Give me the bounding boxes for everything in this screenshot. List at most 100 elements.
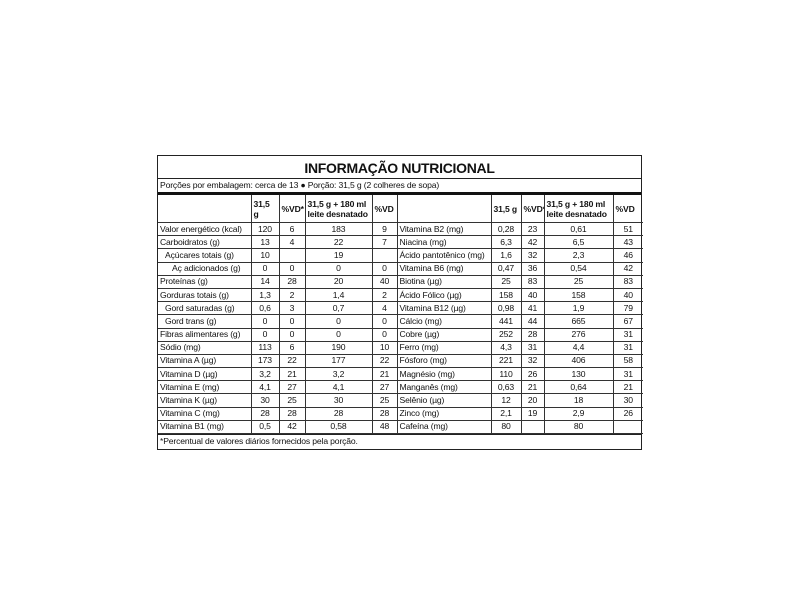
nutrient-value: 2,1 xyxy=(490,406,522,421)
nutrient-value: 9 xyxy=(371,221,398,237)
nutrient-value: 0 xyxy=(371,261,398,276)
nutrient-value: 0 xyxy=(278,314,306,329)
nutrient-value: 0,61 xyxy=(543,221,614,237)
nutrient-value: 23 xyxy=(520,221,545,237)
nutrient-value: 2,3 xyxy=(543,248,614,263)
nutrient-name: Valor energético (kcal) xyxy=(158,221,252,237)
nutrient-value: 42 xyxy=(612,261,643,276)
nutrient-value: 58 xyxy=(612,353,643,369)
nutrient-value: 0 xyxy=(278,261,306,276)
nutrient-value: 10 xyxy=(250,248,280,263)
nutrient-value: 0 xyxy=(304,314,373,329)
nutrient-value: 6,3 xyxy=(490,235,522,250)
nutrient-value: 158 xyxy=(543,287,614,303)
nutrient-value: 22 xyxy=(371,353,398,369)
nutrient-value: 25 xyxy=(371,393,398,408)
nutrient-value: 0 xyxy=(278,327,306,342)
nutrient-value: 30 xyxy=(612,393,643,408)
nutrition-table: 31,5 g %VD* 31,5 g + 180 ml leite desnatad… xyxy=(158,195,643,435)
column-header: 31,5 g xyxy=(490,195,522,223)
nutrient-value: 28 xyxy=(371,406,398,421)
column-header: %VD xyxy=(612,195,643,223)
nutrient-value: 32 xyxy=(520,353,545,369)
nutrient-value: 0,6 xyxy=(250,301,280,316)
nutrient-value: 7 xyxy=(371,235,398,250)
nutrient-value: 221 xyxy=(490,353,522,369)
nutrient-value: 3,2 xyxy=(250,367,280,382)
nutrient-row: Vitamina A (µg) 173 22 177 22 Fósforo (mg) 221… xyxy=(158,353,643,369)
nutrient-row: Gord trans (g) 0 0 0 0 Cálcio (mg) 441 44 665 67 xyxy=(158,314,643,329)
nutrition-panel: INFORMAÇÃO NUTRICIONAL Porções por embal… xyxy=(157,155,643,450)
nutrient-row: Vitamina E (mg) 4,1 27 4,1 27 Manganês (mg) 0,… xyxy=(158,380,643,395)
nutrient-value: 31 xyxy=(612,340,643,355)
nutrient-value: 0,7 xyxy=(304,301,373,316)
nutrient-value: 6,5 xyxy=(543,235,614,250)
nutrient-value: 67 xyxy=(612,314,643,329)
header-blank xyxy=(158,195,252,223)
nutrient-value: 13 xyxy=(250,235,280,250)
nutrient-value: 252 xyxy=(490,327,522,342)
nutrient-value: 41 xyxy=(520,301,545,316)
table-body: 31,5 g %VD* 31,5 g + 180 ml leite desnatad… xyxy=(158,195,643,435)
nutrient-value: 28 xyxy=(304,406,373,421)
nutrient-value: 0,54 xyxy=(543,261,614,276)
nutrient-value: 110 xyxy=(490,367,522,382)
nutrient-value: 83 xyxy=(520,274,545,289)
nutrient-name: Gord trans (g) xyxy=(158,314,252,329)
nutrient-value: 42 xyxy=(278,419,306,435)
nutrient-value: 20 xyxy=(520,393,545,408)
column-header: 31,5 g + 180 ml leite desnatado xyxy=(304,195,373,223)
nutrient-name: Cafeína (mg) xyxy=(396,419,492,435)
nutrient-name: Ácido Fólico (µg) xyxy=(396,287,492,303)
nutrient-value: 1,3 xyxy=(250,287,280,303)
nutrient-value: 51 xyxy=(612,221,643,237)
nutrient-value: 3,2 xyxy=(304,367,373,382)
nutrient-name: Cálcio (mg) xyxy=(396,314,492,329)
nutrient-value: 2 xyxy=(371,287,398,303)
nutrient-value: 31 xyxy=(520,340,545,355)
nutrient-value: 0,58 xyxy=(304,419,373,435)
nutrient-name: Gord saturadas (g) xyxy=(158,301,252,316)
nutrient-value: 40 xyxy=(520,287,545,303)
nutrient-value xyxy=(278,248,306,263)
nutrient-value: 6 xyxy=(278,221,306,237)
nutrient-name: Magnésio (mg) xyxy=(396,367,492,382)
nutrient-value xyxy=(371,248,398,263)
nutrient-value: 28 xyxy=(278,274,306,289)
nutrient-value: 14 xyxy=(250,274,280,289)
nutrient-name: Carboidratos (g) xyxy=(158,235,252,250)
nutrient-value: 83 xyxy=(612,274,643,289)
nutrient-value: 0,98 xyxy=(490,301,522,316)
nutrient-name: Fósforo (mg) xyxy=(396,353,492,369)
nutrient-name: Vitamina B12 (µg) xyxy=(396,301,492,316)
nutrient-value: 25 xyxy=(278,393,306,408)
nutrient-name: Vitamina A (µg) xyxy=(158,353,252,369)
column-header: 31,5 g xyxy=(250,195,280,223)
nutrient-value: 0,64 xyxy=(543,380,614,395)
nutrient-value: 173 xyxy=(250,353,280,369)
column-header: %VD xyxy=(371,195,398,223)
nutrient-value: 158 xyxy=(490,287,522,303)
header-blank xyxy=(396,195,492,223)
nutrient-name: Vitamina C (mg) xyxy=(158,406,252,421)
footnote: *Percentual de valores diários fornecido… xyxy=(158,434,641,449)
nutrient-row: Sódio (mg) 113 6 190 10 Ferro (mg) 4,3 31 4,4 31 xyxy=(158,340,643,355)
nutrient-value: 3 xyxy=(278,301,306,316)
nutrient-name: Aç adicionados (g) xyxy=(158,261,252,276)
nutrient-name: Açúcares totais (g) xyxy=(158,248,252,263)
nutrient-value: 31 xyxy=(612,367,643,382)
nutrient-value: 0 xyxy=(371,314,398,329)
header-row: 31,5 g %VD* 31,5 g + 180 ml leite desnatad… xyxy=(158,195,643,223)
nutrient-value: 0 xyxy=(304,327,373,342)
nutrient-value: 28 xyxy=(250,406,280,421)
nutrient-value: 441 xyxy=(490,314,522,329)
nutrient-value: 40 xyxy=(371,274,398,289)
nutrient-value: 0,47 xyxy=(490,261,522,276)
nutrient-row: Aç adicionados (g) 0 0 0 0 Vitamina B6 (mg) 0,… xyxy=(158,261,643,276)
nutrient-value: 0 xyxy=(304,261,373,276)
column-header: %VD* xyxy=(520,195,545,223)
nutrient-value: 4 xyxy=(371,301,398,316)
nutrient-value: 12 xyxy=(490,393,522,408)
nutrient-value: 26 xyxy=(612,406,643,421)
nutrient-value: 36 xyxy=(520,261,545,276)
